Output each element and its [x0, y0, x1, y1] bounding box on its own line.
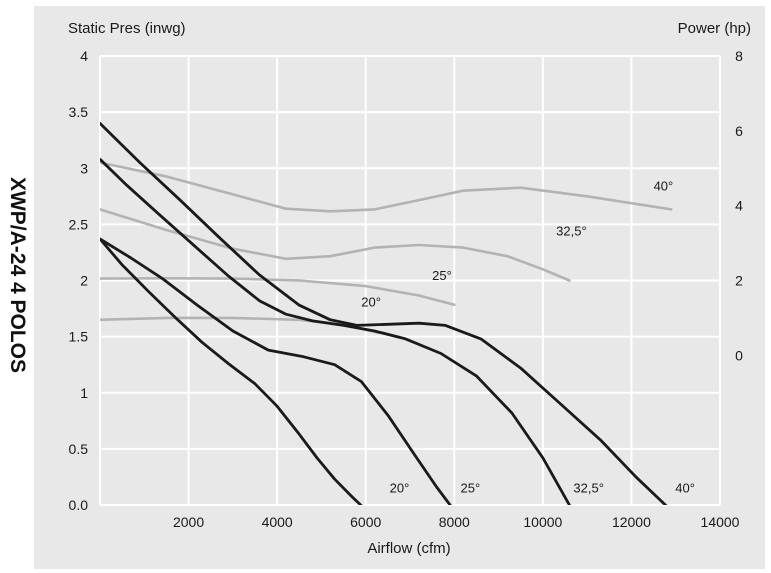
y2-tick-label: 4	[735, 198, 743, 214]
power-curve-line	[100, 277, 456, 307]
power-curve-line	[100, 161, 673, 213]
y2-tick-label: 6	[735, 123, 743, 139]
power-curve-line	[100, 208, 571, 282]
power-curve-label: 25°	[432, 268, 452, 283]
y-tick-label: 1.5	[69, 329, 89, 345]
x-tick-label: 10000	[523, 514, 562, 530]
y-tick-label: 0.0	[69, 497, 89, 513]
y-tick-label: 4	[80, 48, 88, 64]
curve-labels: 20° 25° 32,5° 40° 20° 25° 32,5° 40°	[361, 178, 695, 495]
x-tick-label: 6000	[350, 514, 381, 530]
chart-panel	[34, 6, 765, 569]
x-tick-label: 2000	[173, 514, 204, 530]
pressure-curve-label: 20°	[390, 480, 410, 495]
y2-tick-label: 2	[735, 273, 743, 289]
power-curve-label: 32,5°	[556, 223, 587, 238]
y2-tick-label: 0	[735, 347, 743, 363]
pressure-curve-label: 32,5°	[573, 480, 604, 495]
y-tick-label: 3	[80, 160, 88, 176]
x-tick-label: 4000	[262, 514, 293, 530]
x-tick-label: 12000	[612, 514, 651, 530]
pressure-curve-line	[100, 157, 571, 505]
power-curve-label: 40°	[654, 178, 674, 193]
y2-tick-label: 8	[735, 48, 743, 64]
y-tick-label: 2.5	[69, 216, 89, 232]
y-tick-label: 0.5	[69, 441, 89, 457]
pressure-curve-line	[100, 237, 452, 505]
power-curves	[100, 161, 673, 335]
pressure-curves	[100, 122, 668, 505]
left-axis-title: Static Pres (inwg)	[68, 20, 186, 37]
y-tick-label: 3.5	[69, 104, 89, 120]
pressure-curve-line	[100, 122, 668, 505]
x-tick-label: 14000	[701, 514, 740, 530]
axis-ticks: 2000 4000 6000 8000 10000 12000 14000 0.0 0.5 1 1.…	[69, 48, 744, 530]
pressure-curve-line	[100, 237, 363, 505]
y-tick-label: 2	[80, 273, 88, 289]
right-axis-title: Power (hp)	[678, 20, 751, 37]
pressure-curve-label: 25°	[461, 480, 481, 495]
pressure-curve-label: 40°	[675, 480, 695, 495]
x-tick-label: 8000	[439, 514, 470, 530]
x-axis-title: Airflow (cfm)	[367, 540, 450, 557]
power-curve-label: 20°	[361, 294, 381, 309]
y-tick-label: 1	[80, 385, 88, 401]
